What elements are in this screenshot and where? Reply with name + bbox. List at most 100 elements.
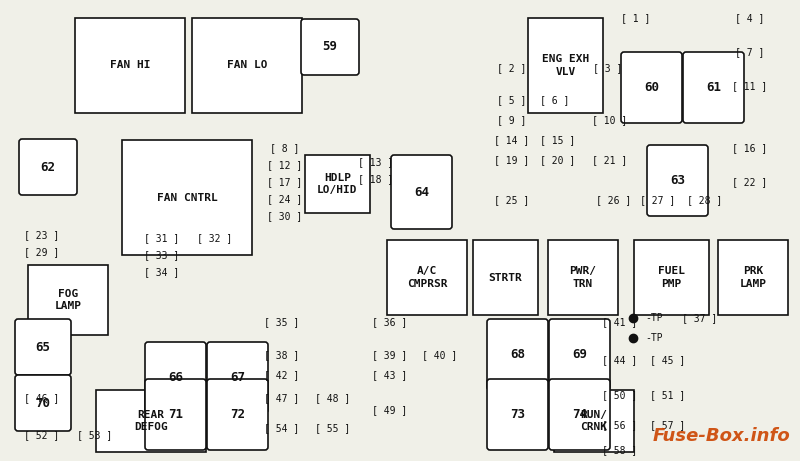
FancyBboxPatch shape — [683, 52, 744, 123]
Text: [ 14 ]: [ 14 ] — [494, 135, 530, 145]
Text: [ 47 ]: [ 47 ] — [264, 393, 300, 403]
Text: [ 10 ]: [ 10 ] — [592, 115, 628, 125]
Text: [ 34 ]: [ 34 ] — [144, 267, 180, 277]
FancyBboxPatch shape — [549, 379, 610, 450]
FancyBboxPatch shape — [145, 342, 206, 413]
Text: -TP: -TP — [645, 313, 662, 323]
Text: 61: 61 — [706, 81, 721, 94]
Text: 64: 64 — [414, 185, 429, 199]
FancyBboxPatch shape — [28, 265, 108, 335]
Text: [ 36 ]: [ 36 ] — [372, 317, 408, 327]
Text: STRTR: STRTR — [489, 272, 522, 283]
FancyBboxPatch shape — [391, 155, 452, 229]
Text: [ 28 ]: [ 28 ] — [687, 195, 722, 205]
FancyBboxPatch shape — [487, 379, 548, 450]
Text: REAR
DEFOG: REAR DEFOG — [134, 410, 168, 432]
Text: [ 51 ]: [ 51 ] — [650, 390, 686, 400]
FancyBboxPatch shape — [549, 319, 610, 390]
FancyBboxPatch shape — [15, 375, 71, 431]
FancyBboxPatch shape — [621, 52, 682, 123]
Text: [ 23 ]: [ 23 ] — [24, 230, 60, 240]
FancyBboxPatch shape — [305, 155, 370, 213]
Text: [ 4 ]: [ 4 ] — [735, 13, 765, 23]
FancyBboxPatch shape — [15, 319, 71, 375]
Text: 60: 60 — [644, 81, 659, 94]
FancyBboxPatch shape — [548, 240, 618, 315]
Text: [ 24 ]: [ 24 ] — [267, 194, 302, 204]
FancyBboxPatch shape — [647, 145, 708, 216]
Text: [ 6 ]: [ 6 ] — [540, 95, 570, 105]
Text: HDLP
LO/HID: HDLP LO/HID — [318, 173, 358, 195]
Text: [ 57 ]: [ 57 ] — [650, 420, 686, 430]
Text: [ 21 ]: [ 21 ] — [592, 155, 628, 165]
Text: [ 38 ]: [ 38 ] — [264, 350, 300, 360]
Text: [ 31 ]: [ 31 ] — [144, 233, 180, 243]
Text: [ 17 ]: [ 17 ] — [267, 177, 302, 187]
Text: [ 52 ]: [ 52 ] — [24, 430, 60, 440]
Text: 74: 74 — [572, 408, 587, 421]
Text: [ 56 ]: [ 56 ] — [602, 420, 638, 430]
FancyBboxPatch shape — [554, 390, 634, 452]
Text: [ 49 ]: [ 49 ] — [372, 405, 408, 415]
FancyBboxPatch shape — [301, 19, 359, 75]
Text: [ 15 ]: [ 15 ] — [540, 135, 576, 145]
Text: A/C
CMPRSR: A/C CMPRSR — [406, 266, 447, 289]
FancyBboxPatch shape — [473, 240, 538, 315]
Text: 66: 66 — [168, 371, 183, 384]
FancyBboxPatch shape — [487, 319, 548, 390]
Text: [ 43 ]: [ 43 ] — [372, 370, 408, 380]
FancyBboxPatch shape — [96, 390, 206, 452]
Text: [ 11 ]: [ 11 ] — [732, 81, 768, 91]
Text: -TP: -TP — [645, 333, 662, 343]
Text: [ 42 ]: [ 42 ] — [264, 370, 300, 380]
Text: [ 48 ]: [ 48 ] — [315, 393, 350, 403]
Text: [ 58 ]: [ 58 ] — [602, 445, 638, 455]
Text: FUEL
PMP: FUEL PMP — [658, 266, 685, 289]
Text: [ 30 ]: [ 30 ] — [267, 211, 302, 221]
Text: [ 27 ]: [ 27 ] — [640, 195, 676, 205]
Text: 70: 70 — [35, 396, 50, 409]
Text: [ 18 ]: [ 18 ] — [358, 174, 394, 184]
Text: [ 55 ]: [ 55 ] — [315, 423, 350, 433]
Text: ENG EXH
VLV: ENG EXH VLV — [542, 54, 589, 77]
Text: 63: 63 — [670, 174, 685, 187]
FancyBboxPatch shape — [19, 139, 77, 195]
Text: [ 8 ]: [ 8 ] — [270, 143, 300, 153]
Text: [ 1 ]: [ 1 ] — [622, 13, 650, 23]
Text: [ 20 ]: [ 20 ] — [540, 155, 576, 165]
FancyBboxPatch shape — [528, 18, 603, 113]
Text: [ 25 ]: [ 25 ] — [494, 195, 530, 205]
Text: [ 7 ]: [ 7 ] — [735, 47, 765, 57]
Text: 62: 62 — [41, 160, 55, 173]
Text: [ 16 ]: [ 16 ] — [732, 143, 768, 153]
Text: [ 19 ]: [ 19 ] — [494, 155, 530, 165]
Text: FAN CNTRL: FAN CNTRL — [157, 193, 218, 202]
Text: 72: 72 — [230, 408, 245, 421]
Text: [ 54 ]: [ 54 ] — [264, 423, 300, 433]
Text: 69: 69 — [572, 348, 587, 361]
Text: 71: 71 — [168, 408, 183, 421]
FancyBboxPatch shape — [207, 379, 268, 450]
Text: [ 12 ]: [ 12 ] — [267, 160, 302, 170]
Text: 73: 73 — [510, 408, 525, 421]
Text: [ 33 ]: [ 33 ] — [144, 250, 180, 260]
Text: [ 13 ]: [ 13 ] — [358, 157, 394, 167]
Text: Fuse-Box.info: Fuse-Box.info — [652, 427, 790, 445]
Text: [ 50 ]: [ 50 ] — [602, 390, 638, 400]
Text: [ 9 ]: [ 9 ] — [498, 115, 526, 125]
Text: [ 53 ]: [ 53 ] — [78, 430, 113, 440]
Text: [ 32 ]: [ 32 ] — [198, 233, 233, 243]
FancyBboxPatch shape — [387, 240, 467, 315]
Text: [ 46 ]: [ 46 ] — [24, 393, 60, 403]
Text: [ 44 ]: [ 44 ] — [602, 355, 638, 365]
Text: [ 45 ]: [ 45 ] — [650, 355, 686, 365]
Text: 59: 59 — [322, 41, 338, 53]
Text: [ 35 ]: [ 35 ] — [264, 317, 300, 327]
Text: FAN LO: FAN LO — [226, 60, 267, 71]
FancyBboxPatch shape — [718, 240, 788, 315]
Text: [ 40 ]: [ 40 ] — [422, 350, 458, 360]
Text: [ 22 ]: [ 22 ] — [732, 177, 768, 187]
Text: 65: 65 — [35, 341, 50, 354]
Text: 68: 68 — [510, 348, 525, 361]
Text: 67: 67 — [230, 371, 245, 384]
